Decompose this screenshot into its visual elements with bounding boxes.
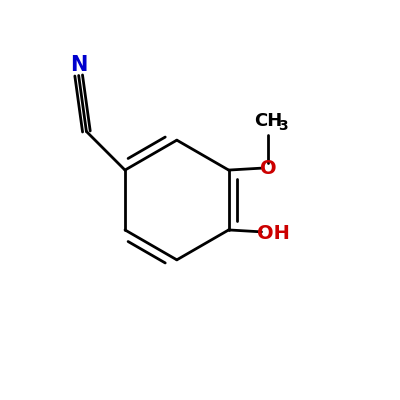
Text: N: N <box>70 55 87 75</box>
Text: 3: 3 <box>278 119 288 133</box>
Text: O: O <box>260 159 277 178</box>
Text: OH: OH <box>257 224 290 242</box>
Text: CH: CH <box>254 112 282 130</box>
